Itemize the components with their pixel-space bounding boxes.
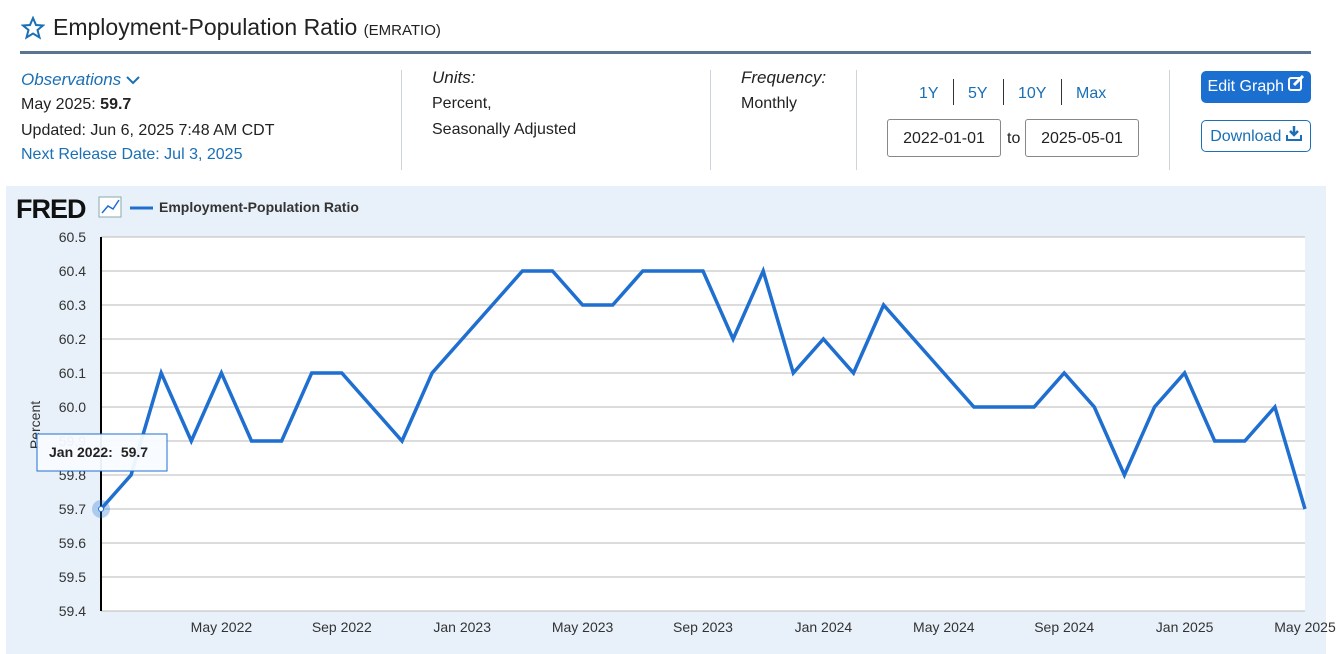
latest-observation: May 2025: 59.7 (21, 96, 131, 114)
units-2: Seasonally Adjusted (432, 121, 577, 138)
plot-area (101, 237, 1305, 611)
edit-graph-text[interactable]: Edit Graph (1207, 78, 1285, 95)
y-tick-label: 59.5 (59, 569, 86, 585)
x-tick-label: May 2022 (191, 619, 253, 635)
download-icon (1285, 126, 1302, 141)
separator (1169, 70, 1170, 170)
legend-label: Employment-Population Ratio (159, 199, 359, 215)
logo-icon (98, 196, 122, 218)
range-divider (1003, 79, 1004, 105)
x-tick-label: Sep 2023 (673, 619, 733, 635)
observations-toggle[interactable]: Observations (21, 70, 140, 90)
latest-value: 59.7 (100, 96, 132, 113)
logo: FRED (16, 194, 86, 224)
range-button[interactable]: 1Y (919, 85, 939, 102)
range-button[interactable]: Max (1076, 85, 1107, 102)
observations-label[interactable]: Observations (21, 70, 122, 89)
tooltip-box (36, 433, 168, 472)
star-icon[interactable] (21, 16, 45, 40)
x-tick-label: Jan 2024 (795, 619, 853, 635)
updated: Updated: Jun 6, 2025 7:48 AM CDT (21, 122, 275, 139)
y-tick-label: 59.7 (59, 501, 86, 517)
end-date-input[interactable]: 2025-05-01 (1025, 119, 1139, 157)
y-tick-label: 59.4 (59, 603, 86, 619)
latest-date: May 2025: (21, 96, 96, 113)
units-1: Percent, (432, 95, 492, 112)
title: Employment-Population Ratio (EMRATIO) (53, 14, 441, 41)
x-tick-label: Jan 2025 (1156, 619, 1214, 635)
y-tick-label: 60.2 (59, 331, 86, 347)
x-tick-label: Sep 2024 (1034, 619, 1094, 635)
x-tick-label: Jan 2023 (433, 619, 491, 635)
highlight-dot (98, 506, 104, 512)
separator (401, 70, 402, 170)
title-text: Employment-Population Ratio (53, 14, 358, 40)
x-tick-label: Sep 2022 (312, 619, 372, 635)
series-line (99, 265, 1307, 511)
download-text[interactable]: Download (1210, 128, 1282, 145)
range-button[interactable]: 5Y (968, 85, 988, 102)
series-id: (EMRATIO) (363, 22, 441, 39)
units-label: Units: (432, 68, 476, 87)
edit-graph-button[interactable]: Edit Graph (1201, 71, 1311, 103)
tooltip-text: Jan 2022: 59.7 (49, 444, 148, 460)
range-divider (1061, 79, 1062, 105)
separator (710, 70, 711, 170)
frequency-label: Frequency: (741, 68, 827, 87)
tooltip-label: Jan 2022: (49, 444, 113, 460)
y-tick-label: 60.1 (59, 365, 86, 381)
edit-icon (1288, 74, 1305, 91)
range-button[interactable]: 10Y (1018, 85, 1047, 102)
tooltip-value: 59.7 (121, 444, 148, 460)
x-tick-label: May 2025 (1274, 619, 1336, 635)
to-label: to (1007, 130, 1021, 147)
y-tick-label: 59.6 (59, 535, 86, 551)
download-button[interactable]: Download (1201, 120, 1311, 152)
x-tick-label: May 2023 (552, 619, 614, 635)
next-release[interactable]: Next Release Date: Jul 3, 2025 (21, 146, 243, 163)
y-tick-label: 60.4 (59, 263, 86, 279)
y-tick-label: 60.3 (59, 297, 86, 313)
start-date-input[interactable]: 2022-01-01 (887, 119, 1001, 157)
chevron (126, 76, 140, 85)
rule (20, 51, 1311, 54)
y-tick-label: 60.5 (59, 229, 86, 245)
y-tick-label: 60.0 (59, 399, 86, 415)
range-divider (953, 79, 954, 105)
frequency: Monthly (741, 95, 798, 112)
x-tick-label: May 2024 (913, 619, 975, 635)
separator (856, 70, 857, 170)
